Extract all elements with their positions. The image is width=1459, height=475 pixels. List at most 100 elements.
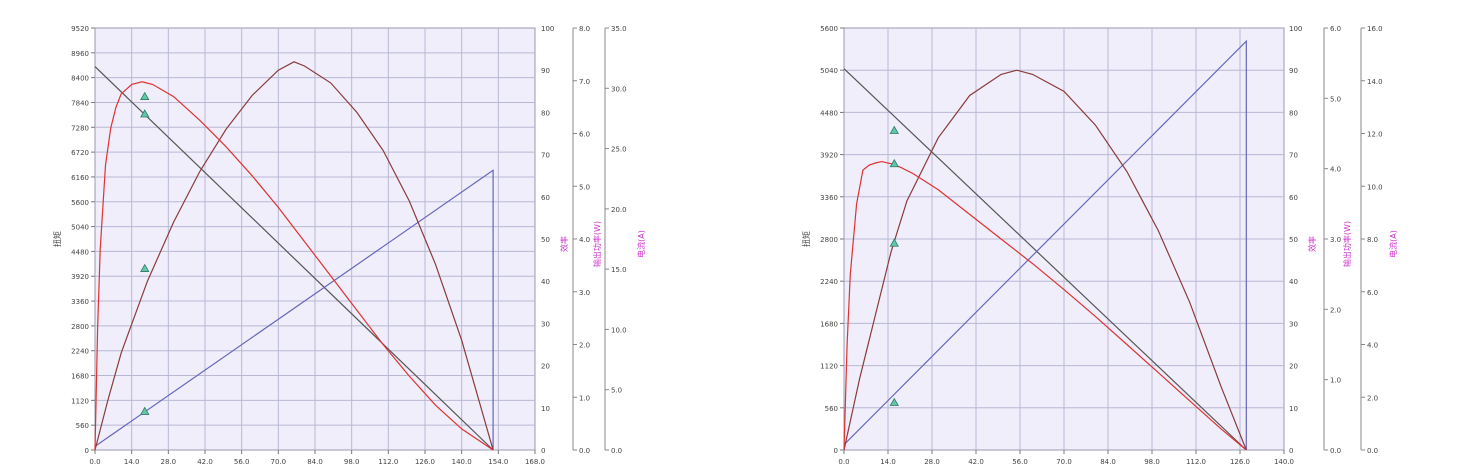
x-tick-label: 140.0 [452, 458, 472, 466]
efficiency-curve [94, 61, 494, 451]
left-tick-label: 6720 [71, 149, 89, 157]
left-tick-label: 0 [85, 447, 89, 455]
current-marker [889, 397, 899, 406]
power-tick-label: 4.0 [579, 236, 590, 244]
x-tick-label: 56.0 [234, 458, 250, 466]
efficiency-tick-label: 100 [1289, 25, 1302, 33]
current-tick-label: 20.0 [611, 206, 627, 214]
left-tick-label: 2240 [820, 278, 838, 286]
power-tick-label: 5.0 [579, 183, 590, 191]
efficiency-tick-label: 0 [1289, 447, 1293, 455]
efficiency-tick-label: 30 [541, 320, 550, 328]
power-tick-label: 5.0 [1330, 95, 1341, 103]
left-tick-label: 7840 [71, 99, 89, 107]
left-tick-label: 1120 [820, 363, 838, 371]
current-curve [843, 39, 1247, 450]
power-curve [843, 160, 1247, 451]
left-tick-label: 8960 [71, 50, 89, 58]
left-tick-label: 3920 [820, 152, 838, 160]
left-tick-label: 5600 [71, 199, 89, 207]
current-tick-label: 0.0 [1367, 447, 1378, 455]
left-tick-label: 1680 [71, 373, 89, 381]
power-axis-label: 输出功率(W) [1342, 221, 1352, 267]
power-tick-label: 6.0 [1330, 25, 1341, 33]
efficiency-tick-label: 60 [541, 194, 550, 202]
current-tick-label: 16.0 [1367, 25, 1383, 33]
power-tick-label: 1.0 [1330, 377, 1341, 385]
speed-curve [94, 66, 494, 451]
power-marker [889, 158, 899, 168]
power-marker [140, 91, 150, 100]
current-tick-label: 12.0 [1367, 131, 1383, 139]
power-curve [94, 81, 494, 451]
efficiency-tick-label: 90 [541, 67, 550, 75]
efficiency-tick-label: 30 [1289, 320, 1298, 328]
left-tick-label: 2800 [71, 323, 89, 331]
left-tick-label: 1120 [71, 397, 89, 405]
power-tick-label: 0.0 [579, 447, 590, 455]
left-tick-label: 6160 [71, 174, 89, 182]
x-tick-label: 14.0 [124, 458, 140, 466]
x-tick-label: 84.0 [307, 458, 323, 466]
power-tick-label: 3.0 [1330, 236, 1341, 244]
efficiency-tick-label: 70 [541, 152, 550, 160]
power-tick-label: 0.0 [1330, 447, 1341, 455]
left-tick-label: 9520 [71, 25, 89, 33]
left-tick-label: 7280 [71, 124, 89, 132]
current-axis-label: 电流(A) [1388, 230, 1398, 258]
x-tick-label: 154.0 [488, 458, 508, 466]
left-tick-label: 8400 [71, 75, 89, 83]
x-tick-label: 42.0 [197, 458, 213, 466]
current-tick-label: 2.0 [1367, 394, 1378, 402]
current-tick-label: 15.0 [611, 266, 627, 274]
current-curve [94, 169, 494, 450]
x-tick-label: 84.0 [1100, 458, 1116, 466]
x-tick-label: 0.0 [838, 458, 849, 466]
left-tick-label: 2240 [71, 348, 89, 356]
efficiency-marker [889, 238, 899, 247]
efficiency-tick-label: 10 [541, 405, 550, 413]
power-tick-label: 2.0 [1330, 306, 1341, 314]
x-tick-label: 140.0 [1274, 458, 1294, 466]
current-tick-label: 14.0 [1367, 78, 1383, 86]
power-tick-label: 3.0 [579, 289, 590, 297]
x-tick-label: 28.0 [924, 458, 940, 466]
efficiency-tick-label: 50 [1289, 236, 1298, 244]
efficiency-tick-label: 90 [1289, 67, 1298, 75]
efficiency-tick-label: 80 [541, 109, 550, 117]
chart-left: 0.0 14.0 28.0 42.0 56.0 70.0 84.0 98.0 112.0 126.… [52, 25, 646, 466]
current-tick-label: 10.0 [611, 326, 627, 334]
x-tick-label: 70.0 [271, 458, 287, 466]
left-tick-label: 1680 [820, 320, 838, 328]
efficiency-tick-label: 40 [541, 278, 550, 286]
efficiency-curve [843, 69, 1247, 451]
efficiency-tick-label: 50 [541, 236, 550, 244]
x-tick-label: 98.0 [344, 458, 360, 466]
left-tick-label: 4480 [71, 248, 89, 256]
left-tick-label: 2800 [820, 236, 838, 244]
left-tick-label: 3360 [71, 298, 89, 306]
x-tick-label: 168.0 [525, 458, 545, 466]
x-tick-label: 0.0 [89, 458, 100, 466]
left-tick-label: 5040 [820, 67, 838, 75]
left-tick-label: 4480 [820, 109, 838, 117]
x-tick-label: 112.0 [378, 458, 398, 466]
chart-right: 0.0 14.0 28.0 42.0 56.0 70.0 84.0 98.0 112.0 126.… [801, 25, 1398, 466]
power-tick-label: 2.0 [579, 342, 590, 350]
efficiency-axis-label: 效率 [1307, 236, 1317, 252]
power-axis-label: 输出功率(W) [592, 221, 602, 267]
efficiency-tick-label: 10 [1289, 405, 1298, 413]
current-tick-label: 30.0 [611, 85, 627, 93]
left-tick-label: 3920 [71, 273, 89, 281]
efficiency-tick-label: 40 [1289, 278, 1298, 286]
left-tick-label: 5600 [820, 25, 838, 33]
left-tick-label: 560 [76, 422, 89, 430]
efficiency-tick-label: 100 [541, 25, 554, 33]
left-axis-label: 扭矩 [801, 231, 811, 247]
x-tick-label: 42.0 [968, 458, 984, 466]
x-tick-label: 126.0 [1230, 458, 1250, 466]
current-axis-label: 电流(A) [636, 230, 646, 258]
efficiency-tick-label: 80 [1289, 109, 1298, 117]
left-axis-label: 扭矩 [52, 231, 62, 247]
left-tick-label: 0 [834, 447, 838, 455]
